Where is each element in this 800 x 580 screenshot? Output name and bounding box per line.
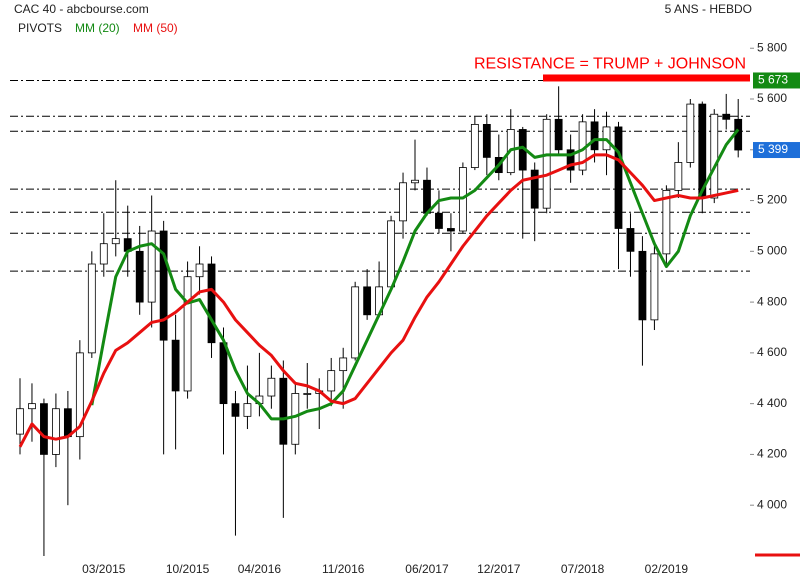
y-tick-label: 5 000: [757, 243, 787, 257]
candle-body: [470, 123, 479, 168]
y-tick-label: 4 800: [757, 294, 787, 308]
candle-body: [183, 276, 192, 392]
candle-body: [195, 263, 204, 278]
candle-body: [243, 403, 252, 417]
candle-body: [303, 393, 312, 395]
candle-body: [171, 339, 180, 392]
x-tick-label: 12/2017: [477, 562, 521, 576]
candle-body: [279, 377, 288, 445]
x-tick-label: 03/2015: [82, 562, 126, 576]
candle-body: [650, 253, 659, 321]
candle-body: [99, 243, 108, 265]
candle-body: [399, 182, 407, 222]
y-tick-label: 4 200: [757, 447, 787, 461]
price-label-box: [753, 142, 800, 159]
candle-body: [135, 250, 144, 303]
chart-title: CAC 40 - abcbourse.com: [14, 2, 149, 16]
legend-entry: PIVOTS: [18, 21, 62, 35]
y-tick-label: 5 200: [757, 193, 787, 207]
candle-body: [63, 408, 72, 438]
chart-subtitle: 5 ANS - HEBDO: [665, 2, 752, 16]
candle-body: [566, 149, 575, 171]
x-tick-label: 04/2016: [238, 562, 282, 576]
candle-body: [710, 113, 719, 199]
x-tick-label: 07/2018: [561, 562, 605, 576]
resistance-bar: [543, 74, 750, 82]
candle-body: [482, 123, 491, 158]
legend-entry: MM (50): [133, 21, 178, 35]
y-tick-label: 5 800: [757, 40, 787, 54]
candle-body: [40, 403, 48, 455]
candle-body: [75, 352, 84, 438]
y-tick-label: 4 000: [757, 497, 787, 511]
x-tick-label: 10/2015: [166, 562, 210, 576]
candle-body: [387, 220, 395, 288]
moving-average: [90, 128, 740, 421]
candle-body: [614, 126, 623, 229]
candle-body: [327, 370, 336, 392]
candle-body: [542, 118, 551, 209]
candle-body: [554, 118, 563, 151]
candle-body: [159, 230, 168, 341]
candle-body: [231, 403, 240, 417]
candle-body: [722, 113, 731, 120]
annotation: RESISTANCE = TRUMP + JOHNSON: [474, 56, 746, 73]
candle-body: [411, 179, 419, 184]
candle-body: [52, 408, 60, 455]
candle-body: [435, 212, 443, 229]
candle-body: [351, 286, 360, 359]
price-label-box: [753, 72, 800, 89]
candle-body: [291, 393, 300, 445]
y-tick-label: 5 600: [757, 91, 787, 105]
candle-body: [626, 228, 635, 252]
candle-body: [339, 357, 348, 372]
candle-body: [674, 162, 683, 191]
candle-body: [638, 250, 647, 321]
x-tick-label: 06/2017: [405, 562, 449, 576]
candle-body: [363, 286, 372, 316]
candle-body: [219, 342, 228, 405]
candle-body: [111, 238, 120, 245]
y-tick-label: 4 400: [757, 396, 787, 410]
candle-body: [28, 403, 36, 410]
x-tick-label: 11/2016: [322, 562, 365, 576]
candle-body: [87, 263, 96, 354]
candle-body: [267, 377, 276, 397]
y-tick-label: 4 600: [757, 345, 787, 359]
price-label: 5 399: [758, 142, 788, 156]
candle-body: [16, 408, 24, 435]
candle-body: [686, 103, 695, 163]
candle-body: [447, 228, 455, 232]
candle-body: [147, 230, 156, 303]
candle-body: [662, 189, 671, 255]
legend-entry: MM (20): [75, 21, 120, 35]
candle-body: [423, 179, 431, 214]
moving-average: [18, 153, 739, 448]
candle-body: [207, 263, 216, 344]
price-label: 5 673: [758, 73, 788, 87]
candle-body: [590, 121, 599, 151]
x-tick-label: 02/2019: [645, 562, 689, 576]
candle-body: [530, 169, 539, 209]
